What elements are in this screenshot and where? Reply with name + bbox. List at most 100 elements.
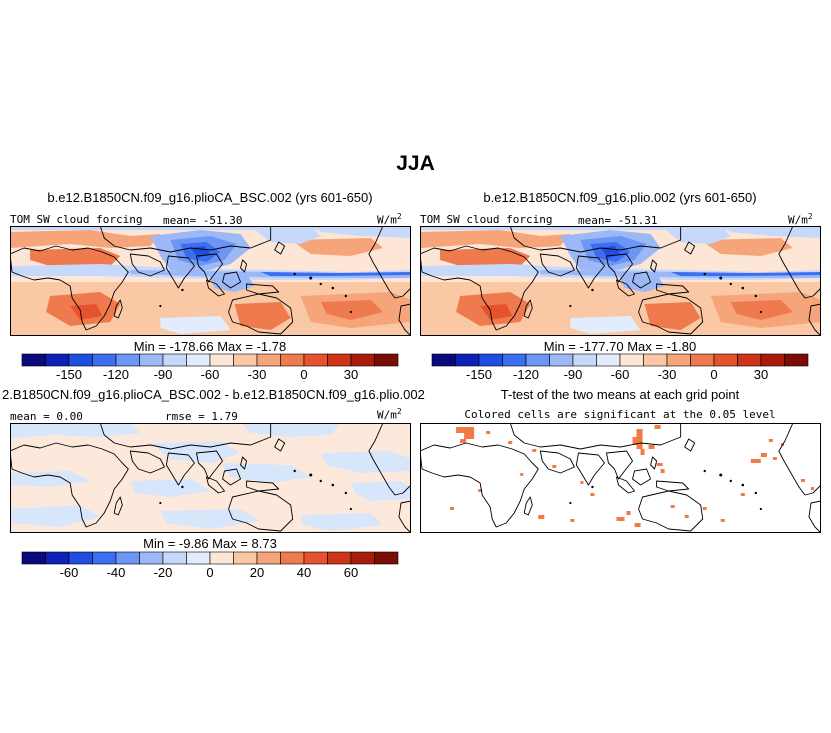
map-3-frame	[10, 423, 411, 533]
map-4-significant-cell	[800, 479, 805, 482]
colorbar-3-swatch	[115, 551, 140, 565]
map-4-significant-cell	[634, 523, 641, 527]
map-4-significant-cell	[648, 445, 655, 449]
map-2-coastline	[420, 245, 539, 331]
colorbar-1: -150 -120 -90 -60 -30 0 30	[21, 353, 399, 382]
map-4-significant-cell	[750, 459, 761, 463]
colorbar-1-swatch	[303, 353, 328, 367]
map-3-contour-region	[350, 481, 411, 501]
map-4-coastline	[606, 450, 633, 480]
map-4-coastline	[523, 496, 533, 516]
map-4-significant-cell	[552, 465, 557, 468]
map-2-island	[754, 294, 758, 298]
colorbar-2-swatch	[572, 353, 597, 367]
map-2-island	[741, 286, 745, 290]
map-1-coastline	[206, 279, 225, 297]
map-2-contour-region	[570, 316, 641, 334]
map-2-coastline	[523, 299, 533, 319]
colorbar-2-tick-label: -60	[611, 367, 630, 382]
map-3-coastline	[228, 490, 294, 532]
colorbar-2-swatch	[666, 353, 691, 367]
map-1-contour-region	[160, 316, 231, 334]
map-2-contour-region	[730, 300, 793, 320]
panel3-minmax: Min = -9.86 Max = 8.73	[143, 536, 277, 551]
map-4-island	[569, 501, 572, 505]
map-4-island	[729, 479, 732, 483]
map-panel-1	[10, 226, 411, 336]
colorbar-1-swatch	[280, 353, 305, 367]
colorbar-1-swatch	[162, 353, 187, 367]
map-4-coastline	[808, 500, 821, 533]
panel3-units: W/m2	[377, 407, 402, 422]
colorbar-3-swatch	[327, 551, 352, 565]
map-2-coastline	[575, 255, 605, 289]
map-3-island	[331, 483, 335, 487]
colorbar-2-tick-label: -150	[466, 367, 492, 382]
colorbar-2-swatch	[760, 353, 785, 367]
colorbar-1-tick-label: -30	[248, 367, 267, 382]
map-1-coastline	[113, 299, 123, 319]
colorbar-3: -60 -40 -20 0 20 40 60	[21, 551, 399, 580]
colorbar-2-swatch	[478, 353, 503, 367]
map-4-significant-cell	[520, 473, 524, 476]
map-panel-2	[420, 226, 821, 336]
panel3-title: 2.B1850CN.f09_g16.plioCA_BSC.002 - b.e12…	[2, 387, 425, 402]
colorbar-2-swatch	[784, 353, 809, 367]
map-2-contour-region	[670, 272, 821, 276]
colorbar-1-swatch	[327, 353, 352, 367]
map-2-coastline	[650, 259, 658, 273]
map-3-contour-region	[150, 441, 241, 463]
colorbar-2-swatch	[455, 353, 480, 367]
map-4-significant-cell	[772, 457, 777, 460]
map-4-significant-cell	[478, 489, 483, 492]
map-4-island	[719, 473, 723, 477]
map-4-significant-cell	[654, 425, 661, 429]
map-3-contour-region	[10, 505, 101, 527]
colorbar-2: -150 -120 -90 -60 -30 0 30	[431, 353, 809, 382]
map-3-contour-region	[160, 509, 261, 529]
colorbar-1-swatch	[92, 353, 117, 367]
map-1-contour-region	[10, 226, 411, 230]
map-3-contour-region	[10, 423, 141, 439]
map-4-significant-cell	[464, 433, 475, 439]
map-3-island	[319, 479, 322, 483]
colorbar-3-swatch	[186, 551, 211, 565]
map-3-contour-region	[130, 479, 211, 497]
colorbar-2-swatch	[525, 353, 550, 367]
map-4-significant-cell	[640, 449, 645, 455]
colorbar-3-swatch	[92, 551, 117, 565]
map-4-coastline	[656, 480, 690, 492]
map-1-coastline	[165, 255, 195, 289]
map-panel-3	[10, 423, 411, 533]
map-4-significant-cell	[460, 439, 467, 443]
map-4-island	[703, 469, 706, 473]
map-2-coastline	[656, 283, 690, 295]
colorbar-2-swatch	[690, 353, 715, 367]
panel2-units: W/m2	[788, 212, 813, 227]
map-4-significant-cell	[632, 437, 637, 445]
map-1-coastline	[99, 226, 272, 253]
map-2-contour-region	[618, 274, 665, 292]
colorbar-3-tick-label: 20	[250, 565, 264, 580]
colorbar-1-swatch	[233, 353, 258, 367]
colorbar-1-swatch	[45, 353, 70, 367]
colorbar-2-tick-label: 0	[710, 367, 717, 382]
map-4-coastline	[539, 450, 575, 474]
colorbar-1-swatch	[350, 353, 375, 367]
map-4-island	[741, 483, 745, 487]
map-4-island	[591, 485, 594, 489]
map-1-coastline	[129, 253, 165, 277]
map-4-significant-cell	[450, 507, 455, 510]
colorbar-3-swatch	[374, 551, 399, 565]
map-4-significant-cell	[570, 519, 575, 522]
panel4-title: T-test of the two means at each grid poi…	[500, 387, 740, 402]
colorbar-3-tick-label: -40	[107, 565, 126, 580]
map-4-frame	[420, 423, 821, 533]
colorbar-3-swatch	[139, 551, 164, 565]
colorbar-3-swatch	[162, 551, 187, 565]
map-1-contour-region	[70, 304, 103, 320]
colorbar-3-swatch	[256, 551, 281, 565]
map-3-contour-region	[320, 451, 411, 473]
map-4-coastline	[575, 452, 605, 486]
map-2-contour-region	[420, 230, 571, 248]
